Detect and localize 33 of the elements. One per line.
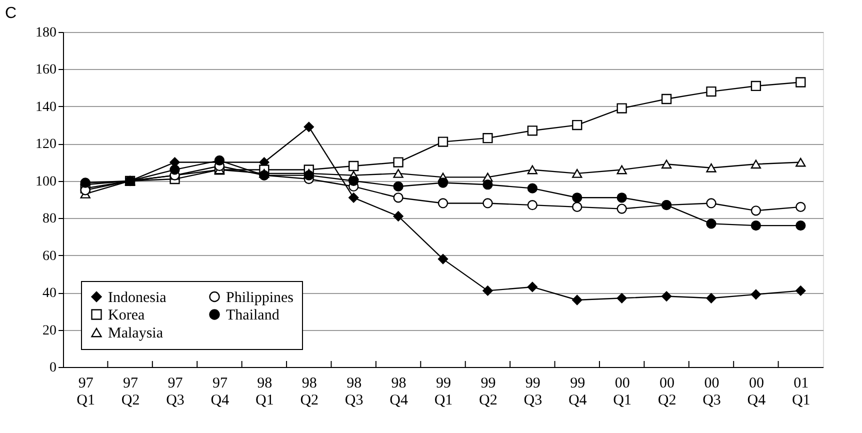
y-tick-label: 20 [42,323,56,338]
x-tick-label: 97 Q4 [210,376,230,408]
y-tick-label: 180 [36,26,56,40]
y-tick-label: 140 [36,100,56,115]
y-tick-label: 120 [36,137,56,152]
chart-title: C [5,5,17,22]
y-tick-label: 100 [36,174,56,190]
legend-label: Indonesia [108,290,167,306]
x-tick-label: 98 Q3 [344,376,364,408]
x-tick-label: 99 Q1 [434,376,453,408]
x-tick-label: 00 Q1 [613,376,632,408]
y-tick-label: 60 [42,248,56,264]
x-tick-label: 97 Q3 [166,376,184,408]
x-tick-label: 00 Q2 [658,376,676,408]
y-tick-label: 0 [50,360,56,376]
y-tick-label: 40 [42,286,56,302]
legend-label: Korea [108,308,145,324]
x-tick-label: 01 Q1 [792,376,810,408]
x-tick-label: 98 Q1 [256,376,274,408]
y-tick-label: 80 [42,212,56,227]
legend-label: Malaysia [108,326,164,342]
x-tick-label: 00 Q3 [702,376,721,408]
x-tick-label: 97 Q1 [76,376,96,408]
x-tick-label: 99 Q4 [568,376,588,408]
legend-label: Philippines [226,290,294,306]
y-tick-label: 160 [36,62,56,78]
legend-label: Thailand [226,308,280,324]
x-tick-label: 99 Q3 [524,376,542,408]
x-tick-label: 99 Q2 [479,376,498,408]
x-tick-label: 98 Q2 [300,376,319,408]
x-tick-label: 98 Q4 [390,376,408,408]
x-tick-label: 97 Q2 [121,376,140,408]
x-tick-label: 00 Q4 [747,376,766,408]
